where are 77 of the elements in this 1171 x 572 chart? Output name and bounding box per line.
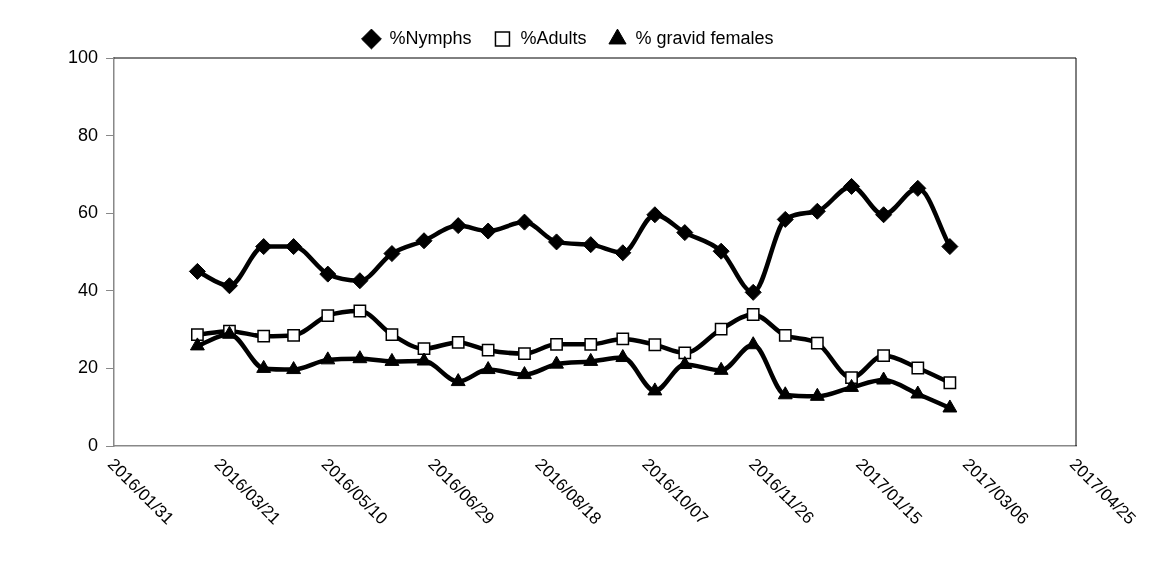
- point: [415, 232, 433, 250]
- point: [776, 210, 794, 228]
- point: [220, 277, 238, 295]
- point: [582, 236, 600, 254]
- y-tick-label: 100: [67, 46, 99, 67]
- point: [875, 206, 893, 224]
- point: [319, 265, 337, 283]
- point: [481, 343, 495, 357]
- point: [911, 361, 925, 375]
- point: [584, 337, 598, 351]
- point: [777, 386, 793, 400]
- point: [583, 352, 599, 366]
- point: [286, 361, 302, 375]
- point: [909, 179, 927, 197]
- y-tick-label: 0: [88, 434, 99, 455]
- point: [255, 238, 273, 256]
- point: [320, 351, 336, 365]
- point: [188, 262, 206, 280]
- point: [646, 206, 664, 224]
- point: [450, 373, 466, 387]
- legend-label: %Nymphs: [389, 27, 472, 48]
- point: [548, 233, 566, 251]
- point: [479, 222, 497, 240]
- point: [517, 366, 532, 380]
- point: [285, 238, 303, 256]
- point: [844, 378, 859, 392]
- point: [942, 399, 958, 413]
- point: [449, 217, 467, 235]
- point: [189, 337, 205, 351]
- point: [549, 355, 564, 369]
- point: [383, 245, 401, 263]
- point: [518, 347, 531, 361]
- point: [712, 242, 730, 260]
- point: [647, 382, 663, 396]
- point: [877, 349, 891, 362]
- point: [287, 329, 301, 342]
- y-tick-label: 40: [78, 279, 99, 300]
- point: [714, 322, 728, 336]
- point: [809, 387, 825, 401]
- point: [745, 336, 761, 350]
- point: [352, 350, 368, 364]
- point: [616, 332, 630, 346]
- point: [451, 336, 465, 349]
- point: [744, 283, 762, 301]
- point: [480, 361, 496, 375]
- point: [941, 238, 959, 256]
- point: [515, 213, 533, 231]
- y-tick-label: 80: [78, 124, 99, 145]
- point: [843, 177, 861, 195]
- y-tick-label: 20: [78, 357, 99, 378]
- point: [810, 336, 824, 350]
- point: [321, 309, 335, 323]
- point: [713, 361, 729, 375]
- legend-label: %Adults: [520, 27, 587, 48]
- y-tick-label: 60: [78, 202, 99, 223]
- point: [677, 356, 693, 370]
- point: [257, 329, 271, 343]
- point: [648, 338, 662, 352]
- point: [876, 371, 892, 385]
- point: [550, 337, 563, 351]
- point: [943, 376, 957, 390]
- point: [353, 304, 367, 318]
- point: [808, 202, 826, 220]
- point: [746, 308, 760, 321]
- point: [417, 342, 431, 356]
- point: [416, 352, 432, 366]
- point: [910, 385, 926, 399]
- point: [676, 224, 694, 242]
- point: [385, 328, 399, 342]
- point: [256, 359, 272, 373]
- point: [614, 244, 632, 262]
- point: [351, 272, 369, 290]
- legend-label: % gravid females: [635, 27, 774, 48]
- point: [384, 352, 400, 366]
- point: [678, 346, 692, 360]
- point: [778, 329, 792, 342]
- point: [191, 328, 204, 342]
